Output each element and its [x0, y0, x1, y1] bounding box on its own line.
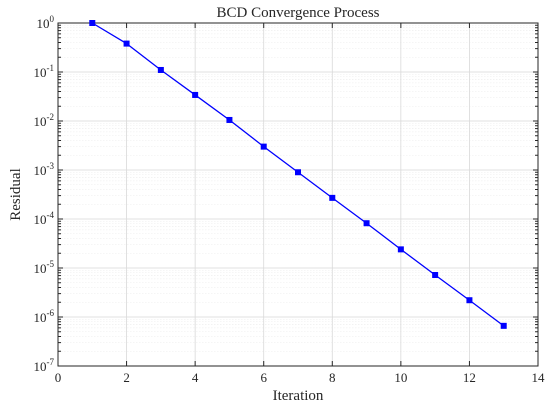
data-point: [157, 66, 164, 73]
y-tick-label: 10-5: [34, 259, 55, 276]
x-tick-label: 4: [192, 370, 199, 385]
grid: [58, 23, 538, 366]
plot-frame: [57, 22, 539, 367]
data-point: [363, 220, 370, 227]
y-tick-base: 10: [34, 212, 47, 227]
x-tick-label: 10: [394, 370, 407, 385]
chart-title: BCD Convergence Process: [216, 5, 379, 21]
y-tick-label: 10-6: [34, 308, 55, 325]
data-point: [329, 194, 336, 201]
y-tick-base: 10: [34, 359, 47, 374]
data-point: [226, 116, 233, 123]
y-axis-title: Residual: [8, 168, 24, 221]
x-tick-label: 8: [329, 370, 336, 385]
data-point: [397, 246, 404, 253]
y-tick-exponent: -1: [47, 63, 55, 73]
x-tick-label: 2: [123, 370, 130, 385]
y-tick-base: 10: [34, 310, 47, 325]
y-tick-label: 100: [37, 14, 55, 31]
y-tick-exponent: -7: [47, 357, 55, 367]
y-tick-base: 10: [34, 163, 47, 178]
data-point: [89, 20, 96, 26]
series-layer: [89, 20, 507, 329]
y-tick-base: 10: [34, 114, 47, 129]
y-tick-label: 10-3: [34, 161, 55, 178]
y-tick-exponent: -4: [47, 210, 55, 220]
x-axis-title: Iteration: [273, 388, 324, 404]
y-tick-base: 10: [37, 16, 50, 31]
data-point: [192, 91, 199, 98]
y-tick-label: 10-1: [34, 63, 55, 80]
data-point: [260, 143, 267, 150]
data-point: [295, 169, 301, 176]
data-point: [123, 40, 130, 47]
x-tick-label: 6: [260, 370, 267, 385]
y-tick-exponent: 0: [50, 14, 55, 24]
x-tick-label: 14: [532, 370, 546, 385]
y-tick-label: 10-4: [34, 210, 55, 227]
y-tick-label: 10-2: [34, 112, 55, 129]
x-tick-label: 0: [55, 370, 62, 385]
y-tick-exponent: -3: [47, 161, 55, 171]
y-tick-exponent: -2: [47, 112, 55, 122]
x-tick-labels: 0 2 4 6 8 10 12 14: [55, 370, 545, 385]
y-tick-base: 10: [34, 261, 47, 276]
data-point: [466, 297, 473, 304]
data-point: [432, 271, 439, 278]
axis-ticks: [57, 22, 539, 367]
y-tick-exponent: -5: [47, 259, 55, 269]
y-tick-base: 10: [34, 65, 47, 80]
y-tick-exponent: -6: [47, 308, 55, 318]
x-tick-label: 12: [463, 370, 476, 385]
y-tick-label: 10-7: [34, 357, 55, 374]
data-point: [500, 322, 507, 329]
